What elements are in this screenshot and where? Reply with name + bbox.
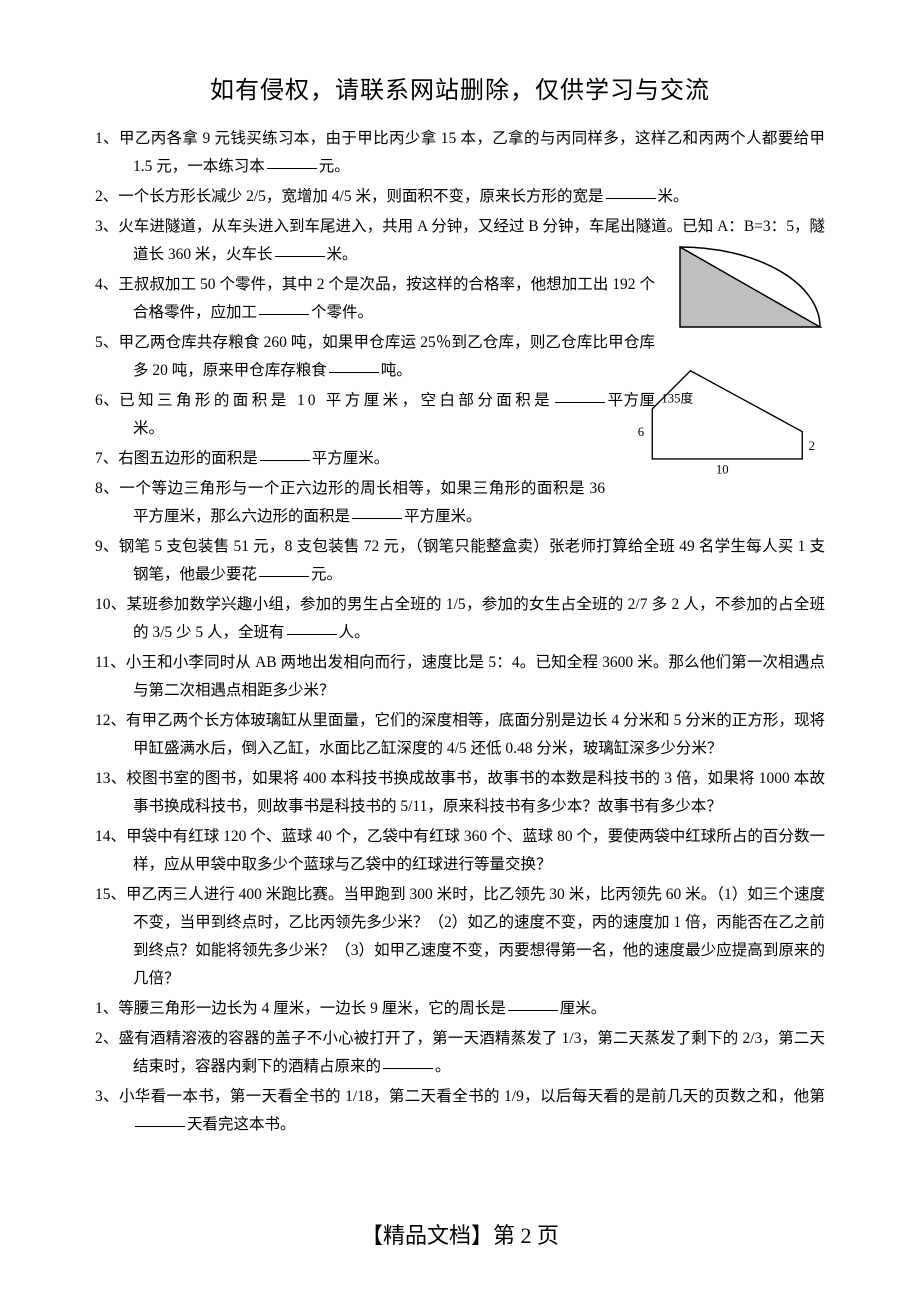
- fill-blank: [260, 460, 310, 461]
- fill-blank: [606, 198, 656, 199]
- left-label: 6: [638, 425, 644, 439]
- question-item: 3、小华看一本书，第一天看全书的 1/18，第二天看全书的 1/9，以后每天看的…: [95, 1083, 825, 1139]
- question-item: 14、甲袋中有红球 120 个、蓝球 40 个，乙袋中有红球 360 个、蓝球 …: [95, 823, 825, 879]
- fill-blank: [259, 576, 309, 577]
- fill-blank: [383, 1068, 433, 1069]
- question-item: 11、小王和小李同时从 AB 两地出发相向而行，速度比是 5：4。已知全程 36…: [95, 649, 825, 705]
- question-item: 2、盛有酒精溶液的容器的盖子不小心被打开了，第一天酒精蒸发了 1/3，第二天蒸发…: [95, 1025, 825, 1081]
- fill-blank: [352, 518, 402, 519]
- question-item: 2、一个长方形长减少 2/5，宽增加 4/5 米，则面积不变，原来长方形的宽是米…: [95, 183, 825, 211]
- question-item: 12、有甲乙两个长方体玻璃缸从里面量，它们的深度相等，底面分别是边长 4 分米和…: [95, 707, 825, 763]
- question-item: 10、某班参加数学兴趣小组，参加的男生占全班的 1/5，参加的女生占全班的 2/…: [95, 591, 825, 647]
- figure-triangle-arc: [675, 242, 825, 337]
- question-item: 9、钢笔 5 支包装售 51 元，8 支包装售 72 元，（钢笔只能整盒卖）张老…: [95, 533, 825, 589]
- question-item: 13、校图书室的图书，如果将 400 本科技书换成故事书，故事书的本数是科技书的…: [95, 765, 825, 821]
- question-item: 1、甲乙丙各拿 9 元钱买练习本，由于甲比丙少拿 15 本，乙拿的与丙同样多，这…: [95, 125, 825, 181]
- fill-blank: [275, 256, 325, 257]
- figure-pentagon: 135度 6 2 10: [625, 358, 825, 483]
- fill-blank: [287, 634, 337, 635]
- question-item: 8、一个等边三角形与一个正六边形的周长相等，如果三角形的面积是 36 平方厘米，…: [95, 475, 825, 531]
- question-item: 1、等腰三角形一边长为 4 厘米，一边长 9 厘米，它的周长是厘米。: [95, 995, 825, 1023]
- question-item: 15、甲乙丙三人进行 400 米跑比赛。当甲跑到 300 米时，比乙领先 30 …: [95, 881, 825, 993]
- angle-label: 135度: [661, 391, 693, 406]
- right-label: 2: [809, 439, 815, 453]
- bottom-label: 10: [716, 462, 729, 476]
- header-notice: 如有侵权，请联系网站删除，仅供学习与交流: [95, 70, 825, 105]
- fill-blank: [135, 1126, 185, 1127]
- fill-blank: [329, 372, 379, 373]
- fill-blank: [508, 1010, 558, 1011]
- fill-blank: [555, 402, 605, 403]
- footer-page-number: 【精品文档】第 2 页: [0, 1218, 920, 1250]
- fill-blank: [259, 314, 309, 315]
- fill-blank: [267, 168, 317, 169]
